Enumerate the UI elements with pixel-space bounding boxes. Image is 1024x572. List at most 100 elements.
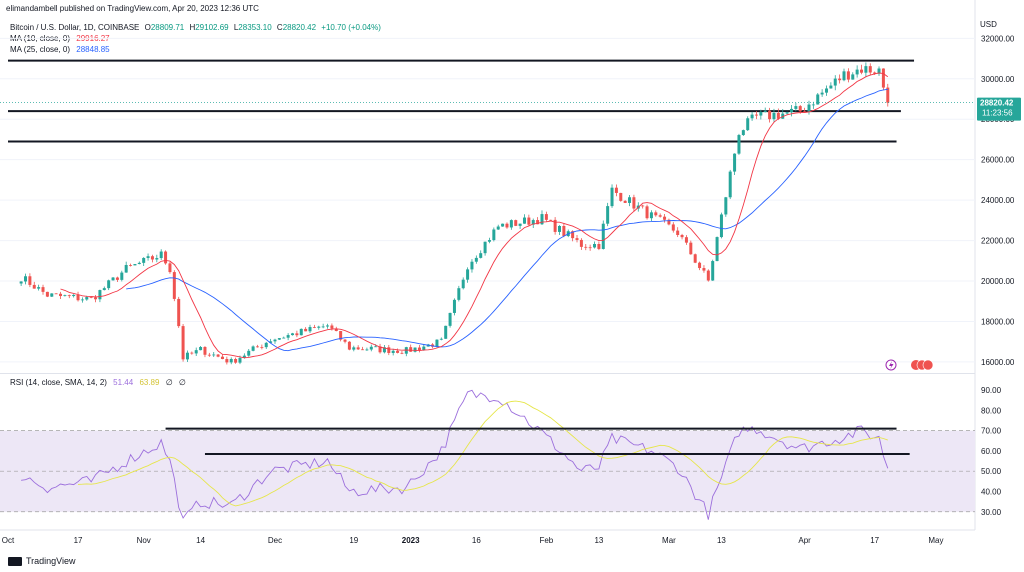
candle [855,69,859,75]
candle [571,231,575,239]
time-tick-label: 14 [196,536,205,545]
candle [286,335,290,338]
time-tick-label: 16 [472,536,481,545]
candle [225,359,229,363]
candle [868,66,872,73]
candle [768,110,772,120]
candle [527,217,531,225]
candle [536,220,540,225]
candle [343,339,347,342]
candle [94,297,98,300]
close-label: C [276,23,283,32]
candle [505,223,509,228]
candle [501,223,505,227]
candle [693,254,697,263]
low-value: 28353.10 [238,23,272,32]
candle [724,197,728,215]
candle [137,262,141,265]
candle [584,246,588,248]
candle [234,359,238,363]
candle [177,298,181,327]
time-tick-label: 2023 [402,536,420,545]
candle [242,355,246,358]
candle [466,269,470,280]
candle [667,219,671,225]
rsi-extra-1: ∅ [165,378,173,387]
candle [115,277,119,280]
candle [391,350,395,353]
candle [374,346,378,348]
candle [212,354,216,356]
candle [628,197,632,203]
candle [67,295,71,297]
candle [601,223,605,249]
price-tick-label: 26000.00 [981,156,1015,165]
rsi-line [21,389,889,520]
time-tick-label: Mar [662,536,676,545]
price-tick-label: 20000.00 [981,277,1015,286]
last-price-badge [977,97,1021,121]
candle [185,352,189,360]
candle [759,111,763,116]
tradingview-logo-icon [8,556,22,566]
candle [356,347,360,350]
candle [417,347,421,351]
candle [400,352,404,354]
candle [326,325,330,327]
candle [531,220,535,225]
candle [146,256,150,258]
rsi-tick-label: 30.00 [981,508,1002,517]
candle [295,333,299,336]
rsi-label: RSI (14, close, SMA, 14, 2) [10,378,107,387]
candle [623,200,627,203]
candle [789,108,793,113]
event-icons[interactable] [885,359,934,371]
candle [54,293,58,295]
candle [671,224,675,231]
candle [207,354,211,356]
last-price-label: 28820.42 [980,99,1014,108]
candle [873,72,877,74]
candle [737,135,741,154]
candle [864,66,868,73]
candle [487,240,491,242]
rsi-legend: RSI (14, close, SMA, 14, 2) 51.44 63.89 … [10,378,186,387]
candle [846,71,850,80]
price-tick-label: 18000.00 [981,317,1015,326]
time-tick-label: 13 [594,536,603,545]
price-tick-label: 24000.00 [981,196,1015,205]
candle [715,237,719,262]
candle [444,325,448,339]
close-value: 28820.42 [282,23,317,32]
candle [658,215,662,217]
candle [496,226,500,230]
candle [851,74,855,80]
candle [133,264,137,266]
candle [457,288,461,300]
candle [150,256,154,260]
candle [220,356,224,360]
rsi-tick-label: 60.00 [981,447,1002,456]
candle [387,347,391,353]
high-label: H [189,23,196,32]
us-flag-icon-3[interactable] [922,359,934,371]
candle [741,130,745,136]
candle [649,212,653,219]
candle [255,346,259,348]
candle [277,338,281,340]
candle [28,276,32,285]
candle [365,349,369,351]
candle [299,328,303,336]
candle [452,299,456,313]
ma25-legend: MA (25, close, 0) 28848.85 [10,45,110,54]
candle [514,220,518,226]
candle [540,214,544,225]
candle [247,350,251,356]
candle [229,359,233,363]
candle [803,111,807,113]
candle [369,346,373,350]
candle [448,312,452,326]
candle [544,214,548,220]
ma25-line [126,88,888,352]
